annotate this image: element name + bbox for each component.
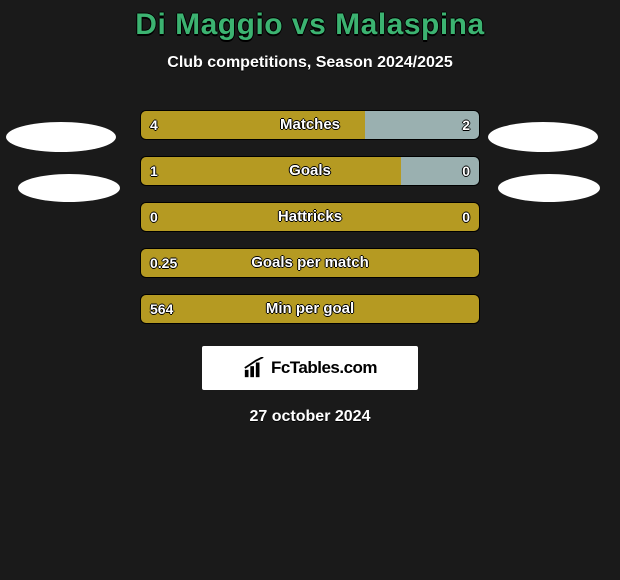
player-ellipse — [498, 174, 600, 202]
stat-row: Goals per match0.25 — [0, 248, 620, 278]
player-ellipse — [488, 122, 598, 152]
bar-track — [140, 156, 480, 186]
date-label: 27 october 2024 — [0, 408, 620, 426]
stat-row: Min per goal564 — [0, 294, 620, 324]
bar-track — [140, 110, 480, 140]
chart-icon — [243, 357, 265, 379]
bar-left — [141, 157, 403, 185]
page-title: Di Maggio vs Malaspina — [0, 8, 620, 42]
bar-right — [365, 111, 479, 139]
bar-left — [141, 203, 480, 231]
bar-right — [401, 157, 479, 185]
brand-badge: FcTables.com — [202, 346, 418, 390]
page-subtitle: Club competitions, Season 2024/2025 — [0, 54, 620, 72]
player-ellipse — [6, 122, 116, 152]
stat-row: Hattricks00 — [0, 202, 620, 232]
bar-track — [140, 248, 480, 278]
bar-left — [141, 249, 480, 277]
bar-track — [140, 202, 480, 232]
brand-text: FcTables.com — [271, 358, 377, 378]
bar-left — [141, 111, 367, 139]
player-ellipse — [18, 174, 120, 202]
bar-left — [141, 295, 480, 323]
bar-track — [140, 294, 480, 324]
comparison-infographic: Di Maggio vs Malaspina Club competitions… — [0, 0, 620, 580]
